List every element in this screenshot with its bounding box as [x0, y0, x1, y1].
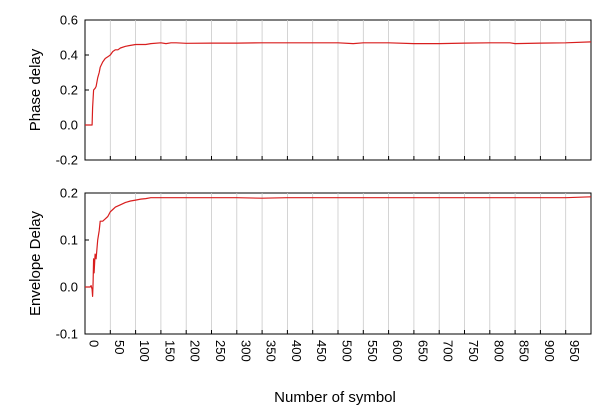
y-axis-label: Phase delay	[27, 48, 44, 131]
x-tick-label: 650	[415, 340, 430, 362]
x-axis-label: Number of symbol	[274, 389, 396, 406]
x-tick-label: 400	[289, 340, 304, 362]
x-tick-label: 450	[314, 340, 329, 362]
x-tick-label: 200	[188, 340, 203, 362]
x-tick-label: 250	[213, 340, 228, 362]
y-tick-label: 0.1	[60, 233, 78, 248]
x-tick-label: 550	[365, 340, 380, 362]
x-tick-label: 800	[491, 340, 506, 362]
envelope-delay-panel: -0.1 0.0 0.1 0.2 Envelope Delay	[27, 186, 592, 342]
series-line	[85, 196, 592, 297]
x-tick-label: 950	[567, 340, 582, 362]
x-tick-label: 850	[517, 340, 532, 362]
y-tick-label: -0.1	[56, 327, 78, 342]
y-tick-label: 0.2	[60, 83, 78, 98]
x-tick-label: 150	[162, 340, 177, 362]
x-tick-label: 1000	[593, 340, 595, 369]
x-tick-label: 500	[340, 340, 355, 362]
y-axis-label: Envelope Delay	[27, 210, 44, 316]
y-tick-label: 0.2	[60, 186, 78, 201]
x-tick-label: 100	[137, 340, 152, 362]
x-tick-label: 700	[441, 340, 456, 362]
phase-delay-panel: -0.2 0.0 0.2 0.4 0.6 Phase delay	[27, 13, 592, 168]
y-tick-label: 0.6	[60, 13, 78, 28]
x-tick-label: 50	[112, 340, 127, 354]
shared-x-axis: 0 50 100 150 200 250 300 350 400 450 500 550 600 650 7…	[87, 340, 595, 369]
x-tick-label: 600	[390, 340, 405, 362]
x-tick-label: 350	[264, 340, 279, 362]
series-line	[85, 41, 592, 126]
x-tick-label: 900	[542, 340, 557, 362]
y-tick-label: 0.0	[60, 280, 78, 295]
y-tick-label: -0.2	[56, 153, 78, 168]
x-tick-label: 300	[238, 340, 253, 362]
x-tick-label: 750	[466, 340, 481, 362]
y-tick-label: 0.4	[60, 48, 78, 63]
y-tick-label: 0.0	[60, 118, 78, 133]
x-tick-label: 0	[87, 340, 102, 347]
